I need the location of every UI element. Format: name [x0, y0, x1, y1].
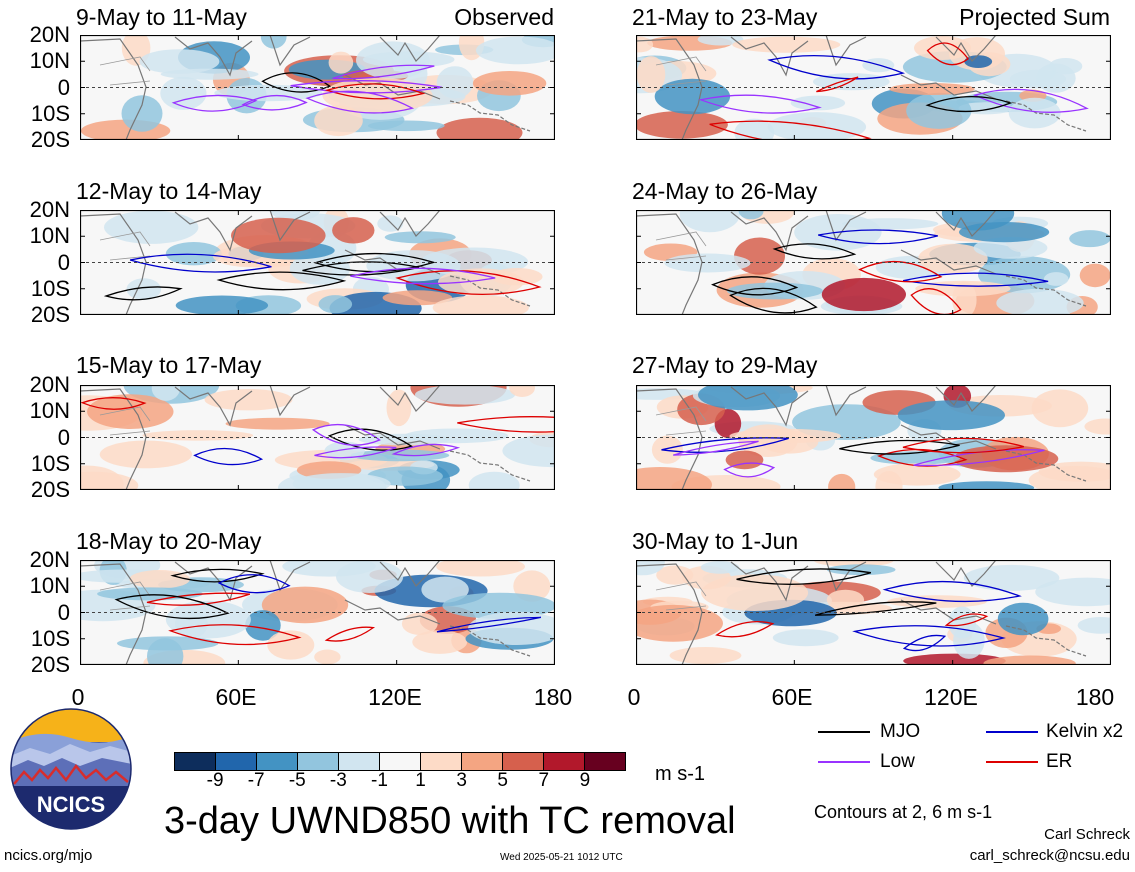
colorbar-tick: 1	[415, 770, 426, 791]
colorbar-tick: -7	[247, 770, 265, 791]
lon-tick: 0	[71, 684, 85, 710]
lat-tick: 10S	[30, 100, 70, 126]
colorbar-swatch	[584, 753, 625, 770]
colorbar-tick: -9	[206, 770, 224, 791]
colorbar	[174, 752, 626, 771]
legend-er-label: ER	[1046, 751, 1073, 772]
wind-anomaly-map	[635, 195, 1112, 318]
legend-kelvin-line	[986, 731, 1038, 733]
lat-tick: 10N	[29, 48, 70, 74]
lat-tick: 20N	[29, 372, 70, 397]
lat-tick: 20S	[30, 302, 70, 327]
lat-tick: 0	[57, 599, 70, 625]
colorbar-swatch	[461, 753, 502, 770]
colorbar-tick: 7	[538, 770, 550, 791]
colorbar-tick: 5	[497, 770, 508, 791]
wind-anomaly-map	[600, 33, 1112, 148]
legend-low-label: Low	[880, 751, 915, 772]
legend-kelvin-label: Kelvin x2	[1046, 721, 1124, 742]
author: Carl Schreck	[1044, 826, 1130, 843]
lat-tick: 10S	[30, 275, 70, 301]
projected-sum-tag: Projected Sum	[959, 4, 1110, 30]
legend-mjo-label: MJO	[880, 721, 921, 742]
wind-anomaly-map	[32, 366, 612, 505]
panel-date-range: 15-May to 17-May	[76, 352, 262, 378]
lat-tick: 20N	[29, 547, 70, 572]
colorbar-swatch	[543, 753, 584, 770]
lat-tick: 0	[57, 249, 70, 275]
observed-tag: Observed	[454, 4, 554, 30]
colorbar-tick: 9	[579, 770, 591, 791]
colorbar-swatch	[297, 753, 338, 770]
lat-tick: 20S	[30, 127, 70, 152]
colorbar-swatch	[379, 753, 420, 770]
wind-anomaly-map	[79, 24, 565, 148]
lon-tick: 180	[1075, 684, 1115, 710]
colorbar-swatch	[502, 753, 543, 770]
panel-date-range: 21-May to 23-May	[632, 4, 818, 30]
lon-tick: 120E	[368, 684, 422, 710]
colorbar-swatch	[175, 753, 215, 770]
timestamp: Wed 2025-05-21 1012 UTC	[500, 852, 623, 863]
colorbar-swatch	[256, 753, 297, 770]
lon-tick: 120E	[924, 684, 978, 710]
panel-date-range: 30-May to 1-Jun	[632, 528, 799, 554]
lat-tick: 10S	[30, 450, 70, 476]
panel-date-range: 24-May to 26-May	[632, 178, 818, 204]
colorbar-tick: -3	[329, 770, 347, 791]
logo-text: NCICS	[37, 792, 105, 817]
lat-tick: 20S	[30, 477, 70, 502]
panel-date-range: 18-May to 20-May	[76, 528, 262, 554]
colorbar-swatch	[215, 753, 256, 770]
ncics-logo: NCICS	[10, 708, 132, 830]
colorbar-units: m s-1	[655, 763, 705, 785]
site-link[interactable]: ncics.org/mjo	[4, 847, 93, 864]
lon-tick: 60E	[771, 684, 813, 710]
lon-tick: 60E	[215, 684, 257, 710]
legend-mjo-line	[818, 731, 870, 733]
wind-anomaly-map	[50, 551, 566, 677]
wind-anomaly-map	[608, 379, 1127, 503]
colorbar-tick: -5	[288, 770, 306, 791]
lat-tick: 10S	[30, 625, 70, 651]
lat-tick: 20N	[29, 22, 70, 47]
legend-low-line	[818, 761, 870, 763]
colorbar-tick: -1	[371, 770, 388, 791]
lat-tick: 10N	[29, 223, 70, 249]
colorbar-tick: 3	[456, 770, 467, 791]
panel-date-range: 9-May to 11-May	[76, 4, 247, 30]
panel-date-range: 12-May to 14-May	[76, 178, 262, 204]
lon-tick: 180	[533, 684, 573, 710]
lat-tick: 0	[57, 424, 70, 450]
lat-tick: 10N	[29, 398, 70, 424]
colorbar-swatch	[420, 753, 461, 770]
lat-tick: 20S	[30, 652, 70, 677]
contours-note: Contours at 2, 6 m s-1	[814, 802, 993, 822]
panel-date-range: 27-May to 29-May	[632, 352, 818, 378]
legend-er-line	[986, 761, 1038, 763]
email: carl_schreck@ncsu.edu	[969, 847, 1130, 864]
lon-tick: 0	[627, 684, 641, 710]
lat-tick: 10N	[29, 573, 70, 599]
figure-title: 3-day UWND850 with TC removal	[164, 800, 736, 842]
wind-anomaly-map	[617, 549, 1135, 672]
lat-tick: 20N	[29, 197, 70, 222]
wind-anomaly-map	[79, 199, 556, 325]
colorbar-swatch	[338, 753, 379, 770]
lat-tick: 0	[57, 74, 70, 100]
